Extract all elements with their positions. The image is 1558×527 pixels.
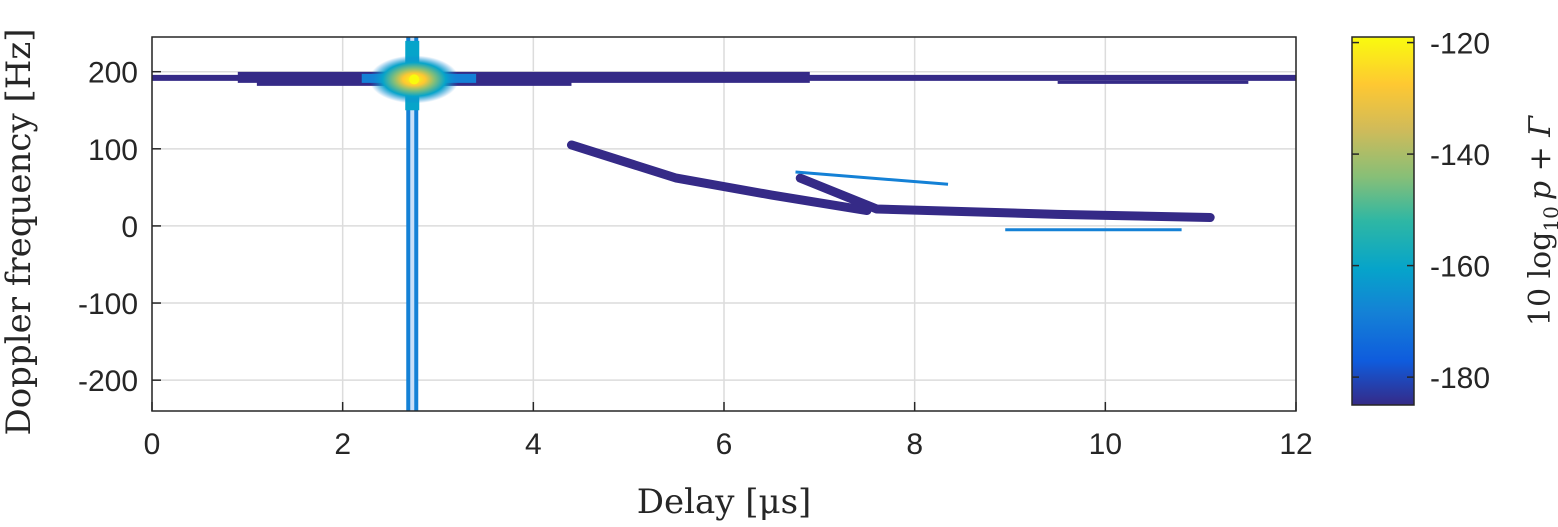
scatter-line-1	[795, 170, 949, 186]
x-tick-label: 0	[144, 428, 161, 461]
vertical-ridge-center	[410, 37, 415, 411]
x-tick-label: 6	[716, 428, 733, 461]
heatmap-layer	[152, 37, 1296, 411]
scatter-curve-1	[566, 140, 872, 216]
x-axis-ticks: 0 2 4 6 8 10 12	[144, 402, 1313, 461]
colorbar-gradient	[1351, 36, 1415, 406]
y-axis-ticks: 200 100 0 -100 -200	[78, 57, 161, 398]
scatter-curve-2	[795, 173, 1215, 222]
grid	[151, 37, 1297, 411]
colorbar-label: 10 log10 p + Γ	[1523, 115, 1558, 326]
y-tick-label: 200	[88, 57, 138, 90]
peak	[409, 74, 420, 85]
x-tick-label: 8	[906, 428, 923, 461]
colorbar-tick-label: -140	[1430, 139, 1490, 172]
colorbar-tick-label: -180	[1430, 362, 1490, 395]
colorbar-tick-label: -120	[1430, 28, 1490, 61]
y-axis-label: Doppler frequency [Hz]	[0, 28, 39, 435]
x-tick-label: 12	[1279, 428, 1312, 461]
y-tick-label: 0	[121, 211, 138, 244]
colorbar-label-main: 10 log	[1523, 232, 1558, 327]
y-tick-label: 100	[88, 134, 138, 167]
colorbar-label-rest: p + Γ	[1523, 115, 1558, 200]
x-tick-label: 2	[334, 428, 351, 461]
colorbar: -120 -140 -160 -180 10 log10 p + Γ	[1351, 28, 1558, 406]
colorbar-tick-label: -160	[1430, 251, 1490, 284]
x-tick-label: 4	[525, 428, 542, 461]
y-tick-label: -100	[78, 288, 138, 321]
y-tick-label: -200	[78, 365, 138, 398]
x-axis-label: Delay [μs]	[637, 482, 812, 522]
horizontal-ridge-tail	[1057, 80, 1249, 84]
horizontal-ridge-wide	[237, 71, 810, 83]
colorbar-ticks: -120 -140 -160 -180	[1352, 28, 1490, 395]
x-tick-label: 10	[1089, 428, 1122, 461]
colorbar-label-sub: 10	[1539, 206, 1558, 231]
